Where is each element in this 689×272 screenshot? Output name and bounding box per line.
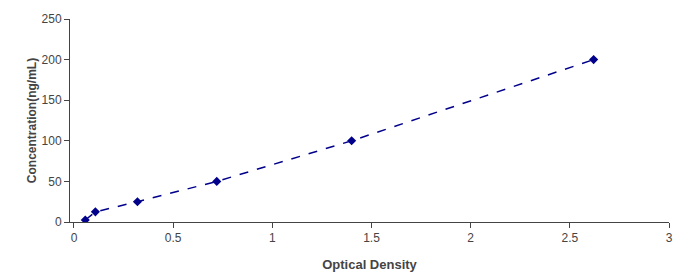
svg-text:Concentration(ng/mL): Concentration(ng/mL) bbox=[25, 58, 39, 183]
svg-text:250: 250 bbox=[42, 12, 62, 26]
svg-text:1: 1 bbox=[269, 231, 276, 245]
svg-text:2: 2 bbox=[467, 231, 474, 245]
svg-text:0: 0 bbox=[71, 231, 78, 245]
svg-text:0.5: 0.5 bbox=[165, 231, 182, 245]
svg-text:50: 50 bbox=[48, 175, 62, 189]
svg-text:2.5: 2.5 bbox=[561, 231, 578, 245]
svg-text:150: 150 bbox=[42, 93, 62, 107]
svg-text:100: 100 bbox=[42, 134, 62, 148]
svg-text:3: 3 bbox=[666, 231, 673, 245]
svg-text:0: 0 bbox=[55, 215, 62, 229]
svg-text:200: 200 bbox=[42, 53, 62, 67]
svg-text:Optical Density: Optical Density bbox=[322, 257, 417, 272]
svg-text:1.5: 1.5 bbox=[363, 231, 380, 245]
